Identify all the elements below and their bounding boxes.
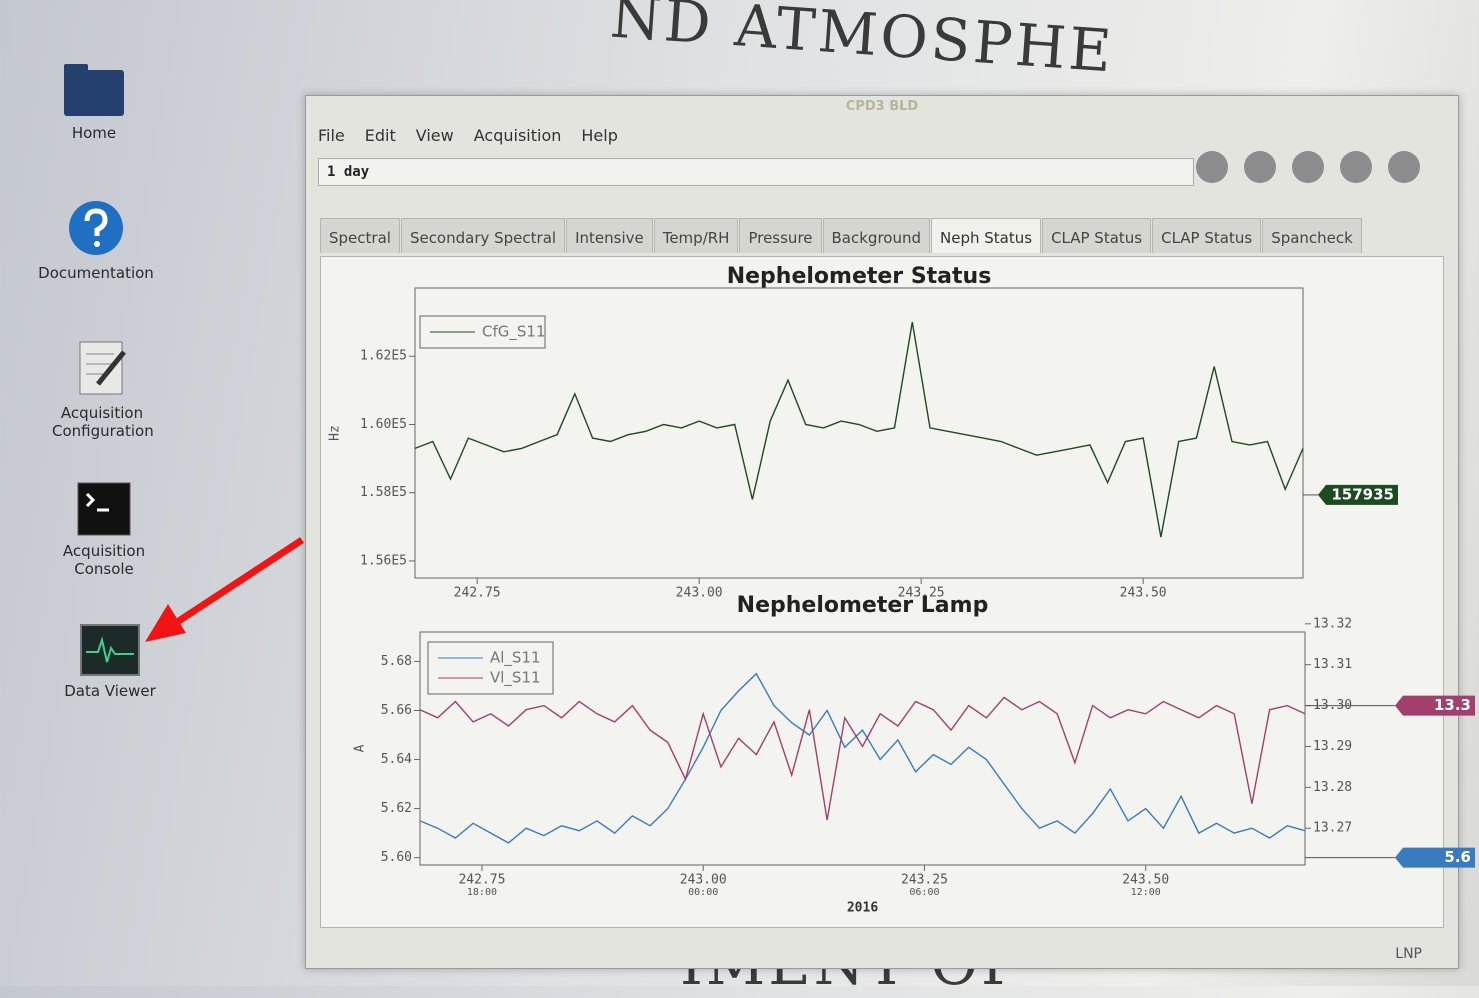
x-tick-label: 243.50 — [1122, 873, 1169, 888]
y-tick-label: 1.58E5 — [360, 485, 407, 500]
y-tick-label: 1.56E5 — [360, 553, 407, 568]
y2-tick-label: 13.29 — [1313, 739, 1352, 754]
x-tick-time: 06:00 — [909, 887, 939, 898]
plots: Nephelometer Status Hz 1.56E5 1.58E5 1.60E5 1… — [0, 0, 1479, 986]
x-tick-time: 00:00 — [688, 887, 718, 898]
y-tick-label: 1.60E5 — [360, 417, 407, 432]
x-tick-time: 18:00 — [467, 887, 497, 898]
legend-label: CfG_S11 — [482, 323, 546, 342]
x-tick-time: 12:00 — [1131, 887, 1161, 898]
screen: ND ATMOSPHE IMENT OF Home Documentation … — [0, 0, 1479, 986]
y-tick-label: 5.68 — [381, 654, 412, 669]
x-axis-label: 2016 — [847, 901, 878, 916]
y-axis-label: A — [353, 744, 368, 752]
y-tick-label: 5.64 — [381, 752, 412, 767]
x-tick-label: 242.75 — [458, 873, 505, 888]
x-tick-label: 243.00 — [680, 873, 727, 888]
y-tick-label: 5.62 — [381, 801, 412, 816]
series-line — [415, 322, 1303, 537]
value-tag-label: 157935 — [1331, 485, 1394, 503]
y2-tick-label: 13.31 — [1313, 657, 1352, 672]
plot-frame — [415, 288, 1303, 578]
x-tick-label: 243.25 — [901, 873, 948, 888]
y2-tick-label: 13.32 — [1313, 616, 1352, 631]
y-axis-label: Hz — [328, 425, 343, 441]
legend-label: Vl_S11 — [490, 669, 541, 688]
y2-tick-label: 13.27 — [1313, 821, 1352, 836]
y-tick-label: 5.66 — [381, 703, 412, 718]
series-line — [420, 674, 1305, 843]
chart-title: Nephelometer Status — [727, 264, 992, 289]
x-tick-label: 243.00 — [676, 586, 723, 601]
chart-title: Nephelometer Lamp — [737, 593, 989, 618]
value-tag-label: 13.3 — [1434, 696, 1471, 714]
x-tick-label: 242.75 — [454, 586, 501, 601]
series-line — [420, 697, 1305, 820]
legend-label: Al_S11 — [490, 649, 541, 668]
y-tick-label: 5.60 — [381, 850, 412, 865]
y2-tick-label: 13.28 — [1313, 780, 1352, 795]
value-tag-label: 5.6 — [1444, 848, 1471, 866]
y-tick-label: 1.62E5 — [360, 349, 407, 364]
x-tick-label: 243.50 — [1120, 586, 1167, 601]
